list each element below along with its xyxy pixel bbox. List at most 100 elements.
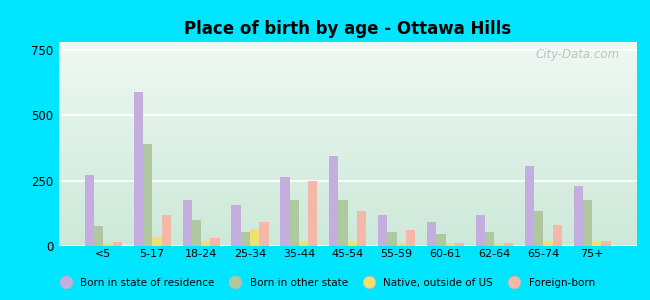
Text: City-Data.com: City-Data.com <box>536 48 619 61</box>
Bar <box>436 234 445 246</box>
Bar <box>58 68 637 70</box>
Bar <box>504 243 513 246</box>
Bar <box>58 58 637 60</box>
Bar <box>58 113 637 116</box>
Bar <box>476 214 485 246</box>
Bar <box>58 109 637 111</box>
Bar <box>396 243 406 246</box>
Bar <box>58 158 637 160</box>
Bar <box>58 70 637 73</box>
Bar <box>58 128 637 130</box>
Bar <box>58 116 637 118</box>
Bar <box>58 152 637 154</box>
Bar <box>58 136 637 138</box>
Bar <box>58 99 637 101</box>
Bar <box>58 89 637 91</box>
Bar <box>58 44 637 46</box>
Bar <box>58 119 637 122</box>
Bar <box>58 126 637 128</box>
Bar <box>58 218 637 220</box>
Bar <box>58 95 637 97</box>
Bar <box>58 101 637 103</box>
Bar <box>58 236 637 238</box>
Bar <box>455 243 464 246</box>
Legend: Born in state of residence, Born in other state, Native, outside of US, Foreign-: Born in state of residence, Born in othe… <box>51 274 599 292</box>
Bar <box>58 50 637 52</box>
Bar <box>592 242 601 246</box>
Bar <box>58 224 637 226</box>
Bar <box>58 230 637 232</box>
Bar <box>58 242 637 244</box>
Bar <box>58 162 637 164</box>
Bar <box>58 215 637 217</box>
Bar <box>58 140 637 142</box>
Bar <box>58 199 637 201</box>
Bar <box>58 193 637 195</box>
Bar <box>58 81 637 83</box>
Bar <box>58 148 637 150</box>
Bar <box>583 200 592 246</box>
Bar <box>601 241 611 246</box>
Bar <box>58 189 637 191</box>
Bar <box>58 156 637 158</box>
Bar <box>58 169 637 170</box>
Bar <box>58 132 637 134</box>
Bar <box>58 228 637 230</box>
Bar <box>290 200 299 246</box>
Bar <box>58 142 637 144</box>
Bar <box>58 111 637 113</box>
Bar <box>58 93 637 95</box>
Bar <box>201 241 211 246</box>
Bar <box>58 170 637 172</box>
Bar <box>534 211 543 246</box>
Bar <box>58 201 637 203</box>
Bar <box>308 181 317 246</box>
Bar <box>58 48 637 50</box>
Bar <box>58 122 637 124</box>
Bar <box>445 243 455 246</box>
Bar <box>387 232 396 246</box>
Bar <box>58 46 637 48</box>
Bar <box>58 62 637 64</box>
Bar <box>58 79 637 81</box>
Bar <box>58 124 637 126</box>
Bar <box>58 234 637 236</box>
Bar <box>58 154 637 156</box>
Bar <box>495 243 504 246</box>
Bar <box>525 166 534 246</box>
Bar <box>58 167 637 169</box>
Bar <box>192 220 201 246</box>
Bar <box>58 60 637 62</box>
Bar <box>357 211 367 246</box>
Bar <box>58 87 637 89</box>
Bar <box>250 229 259 246</box>
Bar <box>58 56 637 58</box>
Title: Place of birth by age - Ottawa Hills: Place of birth by age - Ottawa Hills <box>184 20 512 38</box>
Bar <box>58 220 637 221</box>
Bar <box>58 226 637 228</box>
Bar <box>339 200 348 246</box>
Bar <box>58 221 637 224</box>
Bar <box>58 73 637 75</box>
Bar <box>211 238 220 246</box>
Bar <box>58 160 637 162</box>
Bar <box>152 237 162 246</box>
Bar <box>58 213 637 215</box>
Bar <box>58 175 637 177</box>
Bar <box>58 75 637 77</box>
Bar <box>58 118 637 119</box>
Bar <box>58 205 637 207</box>
Bar <box>406 230 415 246</box>
Bar <box>183 200 192 246</box>
Bar <box>58 238 637 240</box>
Bar <box>58 240 637 242</box>
Bar <box>58 172 637 175</box>
Bar <box>58 209 637 211</box>
Bar <box>485 232 495 246</box>
Bar <box>427 223 436 246</box>
Bar <box>134 92 143 246</box>
Bar <box>58 244 637 246</box>
Bar <box>58 185 637 187</box>
Bar <box>58 179 637 181</box>
Bar <box>58 103 637 105</box>
